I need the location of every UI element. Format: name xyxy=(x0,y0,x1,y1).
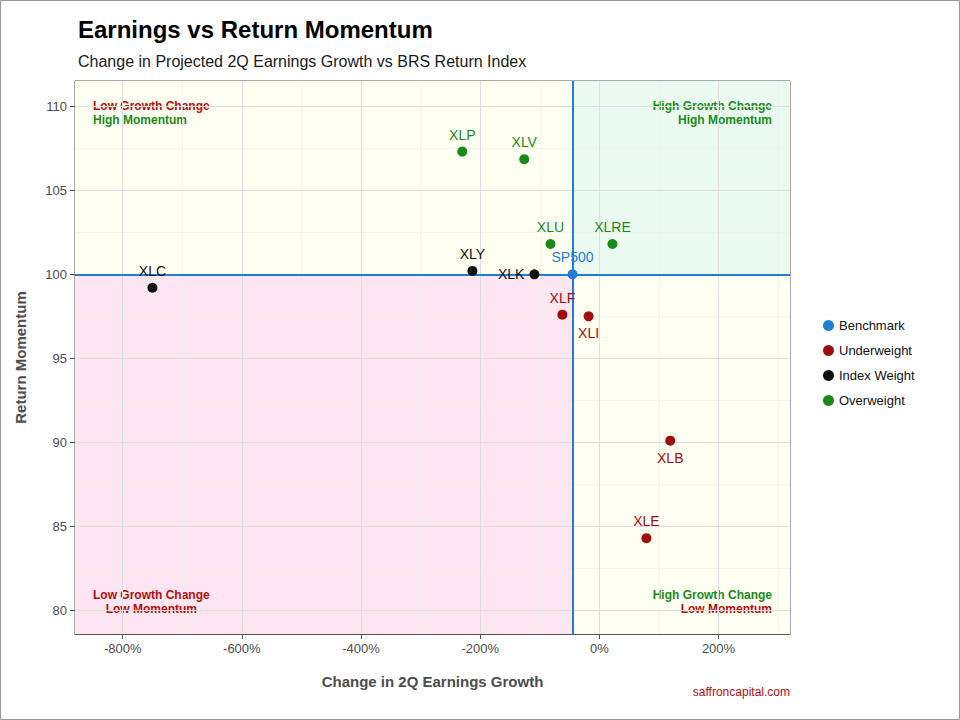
svg-text:Return Momentum: Return Momentum xyxy=(12,291,29,424)
svg-text:XLE: XLE xyxy=(633,513,659,529)
svg-text:Earnings vs Return Momentum: Earnings vs Return Momentum xyxy=(78,16,433,43)
svg-text:saffroncapital.com: saffroncapital.com xyxy=(693,685,790,699)
svg-text:High Growth Change: High Growth Change xyxy=(653,588,773,602)
svg-text:High Growth Change: High Growth Change xyxy=(652,99,772,113)
svg-text:80: 80 xyxy=(53,603,67,618)
svg-text:Benchmark: Benchmark xyxy=(839,318,905,333)
svg-text:XLB: XLB xyxy=(657,450,683,466)
svg-text:95: 95 xyxy=(53,351,67,366)
svg-text:105: 105 xyxy=(45,183,67,198)
svg-text:Low Momentum: Low Momentum xyxy=(106,602,197,616)
svg-text:XLU: XLU xyxy=(537,219,564,235)
svg-text:XLF: XLF xyxy=(550,290,576,306)
svg-text:-400%: -400% xyxy=(342,641,380,656)
svg-text:Low Growth Change: Low Growth Change xyxy=(93,99,210,113)
svg-text:-800%: -800% xyxy=(104,641,142,656)
svg-text:XLP: XLP xyxy=(449,127,475,143)
svg-text:Low Momentum: Low Momentum xyxy=(681,602,772,616)
svg-text:Overweight: Overweight xyxy=(839,393,905,408)
svg-text:High Momentum: High Momentum xyxy=(678,113,772,127)
svg-text:XLK: XLK xyxy=(498,266,525,282)
svg-text:90: 90 xyxy=(53,435,67,450)
svg-text:200%: 200% xyxy=(702,641,736,656)
svg-text:XLC: XLC xyxy=(139,263,166,279)
svg-text:Underweight: Underweight xyxy=(839,343,912,358)
svg-text:Low Growth Change: Low Growth Change xyxy=(93,588,210,602)
svg-text:XLI: XLI xyxy=(578,325,599,341)
svg-text:100: 100 xyxy=(45,267,67,282)
svg-text:XLRE: XLRE xyxy=(594,219,631,235)
svg-text:XLY: XLY xyxy=(460,246,486,262)
svg-text:High Momentum: High Momentum xyxy=(93,113,187,127)
svg-text:110: 110 xyxy=(46,99,67,114)
svg-text:SP500: SP500 xyxy=(551,249,593,265)
svg-text:0%: 0% xyxy=(590,641,609,656)
svg-text:Index Weight: Index Weight xyxy=(839,368,915,383)
svg-text:Change in Projected 2Q Earning: Change in Projected 2Q Earnings Growth v… xyxy=(78,53,526,70)
svg-text:-600%: -600% xyxy=(223,641,261,656)
svg-text:XLV: XLV xyxy=(512,134,538,150)
svg-text:Change in 2Q Earnings Growth: Change in 2Q Earnings Growth xyxy=(322,673,544,690)
svg-text:85: 85 xyxy=(53,519,67,534)
svg-text:-200%: -200% xyxy=(461,641,499,656)
